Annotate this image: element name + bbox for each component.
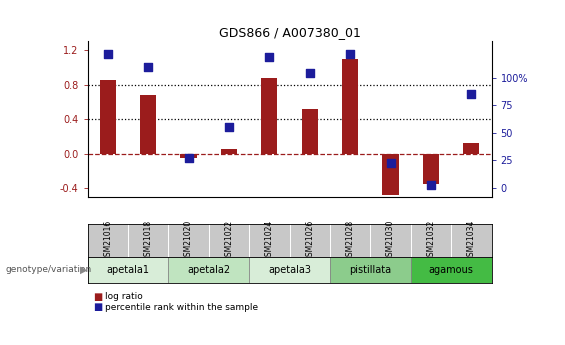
Point [386,160,395,166]
Bar [302,109,318,154]
Text: GSM21024: GSM21024 [265,220,274,261]
Point [265,54,274,60]
Text: GSM21028: GSM21028 [346,220,355,261]
Text: agamous: agamous [429,265,473,275]
Text: apetala3: apetala3 [268,265,311,275]
Text: ▶: ▶ [80,265,88,275]
Point [184,155,193,160]
Point [144,64,153,69]
Bar [88,257,168,283]
Point [467,91,476,97]
Text: percentile rank within the sample: percentile rank within the sample [105,303,258,312]
Text: GSM21016: GSM21016 [103,220,112,261]
Point [224,125,233,130]
Point [427,183,436,188]
Bar [342,59,358,154]
Text: GSM21018: GSM21018 [144,220,153,261]
Text: GSM21034: GSM21034 [467,220,476,261]
Bar [330,257,411,283]
Bar [180,154,197,158]
Bar [99,80,116,154]
Text: apetala2: apetala2 [187,265,231,275]
Text: GSM21020: GSM21020 [184,220,193,261]
Point [103,51,112,57]
Text: log ratio: log ratio [105,292,142,301]
Bar [261,78,277,154]
Bar [423,154,439,184]
Bar [463,143,480,154]
Text: apetala1: apetala1 [106,265,150,275]
Text: GSM21026: GSM21026 [305,220,314,261]
Point [346,51,355,57]
Point [305,71,314,76]
Bar [383,154,399,195]
Bar [168,257,249,283]
Text: ■: ■ [93,302,102,312]
Text: genotype/variation: genotype/variation [6,265,92,275]
Text: ■: ■ [93,292,102,302]
Bar [140,95,157,154]
Bar [411,257,492,283]
Text: pistillata: pistillata [349,265,392,275]
Text: GSM21030: GSM21030 [386,220,395,261]
Text: GSM21032: GSM21032 [427,220,436,261]
Bar [221,149,237,154]
Text: GSM21022: GSM21022 [224,220,233,261]
Bar [249,257,330,283]
Title: GDS866 / A007380_01: GDS866 / A007380_01 [219,26,360,39]
